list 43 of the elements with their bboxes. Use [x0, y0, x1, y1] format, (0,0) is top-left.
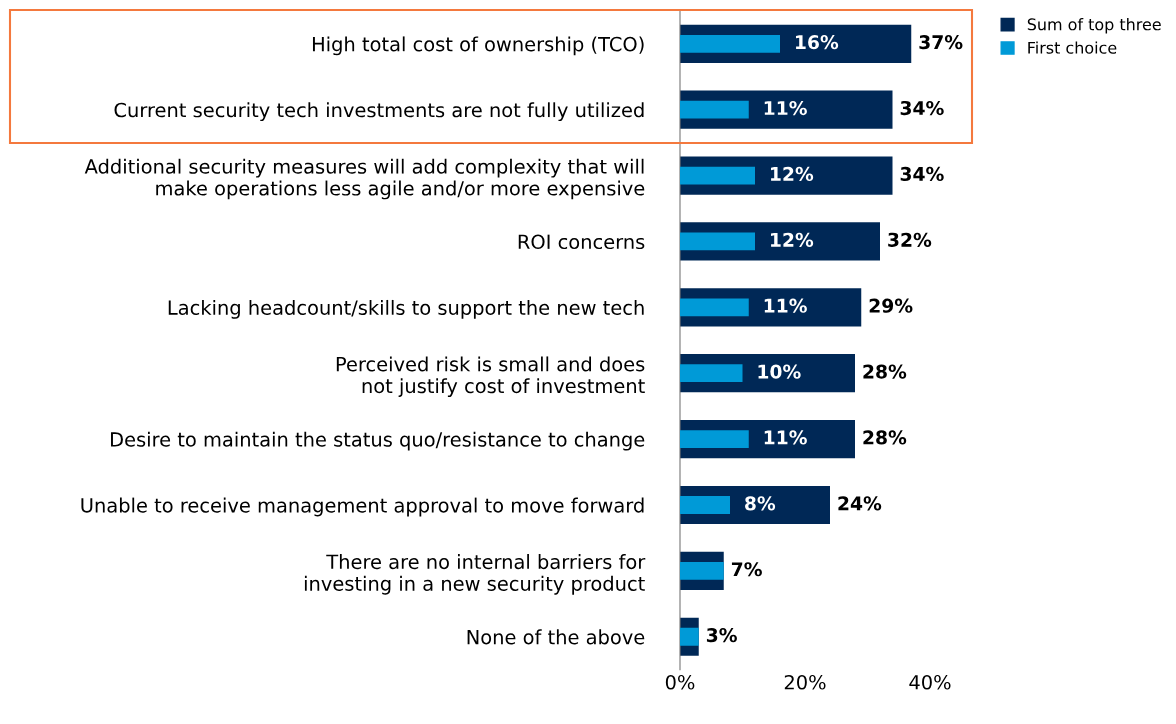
data-label: 11% — [764, 430, 807, 445]
y-tick-label: None of the above — [467, 629, 645, 645]
data-label: 28% — [863, 364, 907, 379]
y-tick-label: Lacking headcount/skills to support the new tech — [168, 299, 644, 319]
data-label: 12% — [771, 166, 814, 182]
y-tick-label: Additional security measures will add complexity that will make operations less agile and/or more expensive — [84, 158, 645, 200]
bar — [680, 232, 755, 251]
data-label: 16% — [796, 35, 839, 50]
y-tick-label: High total cost of ownership (TCO) — [312, 36, 644, 56]
data-label: 10% — [758, 364, 801, 379]
y-tick-label: Desire to maintain the status quo/resistance to change — [111, 431, 645, 451]
data-label: 37% — [919, 35, 963, 50]
legend-label: First choice — [1028, 41, 1117, 54]
bar — [680, 430, 749, 448]
data-label: 7% — [731, 562, 762, 577]
data-label: 11% — [764, 100, 807, 116]
data-label: 12% — [771, 232, 814, 247]
bar — [680, 364, 743, 383]
data-label: 24% — [838, 496, 882, 511]
y-tick-label: There are no internal barriers for investing in a new security product — [304, 554, 646, 595]
bar — [680, 298, 749, 317]
data-label: 34% — [900, 100, 944, 116]
bar — [680, 100, 749, 119]
data-label: 3% — [706, 628, 737, 643]
data-label: 34% — [900, 166, 944, 182]
y-tick-label: Current security tech investments are not fully utilized — [114, 102, 644, 122]
bar — [680, 561, 724, 580]
y-tick-label: Unable to receive management approval to move forward — [81, 497, 644, 517]
bar — [680, 34, 780, 53]
data-label: 11% — [764, 298, 807, 313]
y-tick-label: ROI concerns — [518, 234, 645, 250]
bar — [680, 627, 699, 646]
data-label: 29% — [869, 298, 913, 313]
x-tick-label: 40% — [909, 674, 951, 690]
data-label: 28% — [863, 430, 907, 445]
bar — [680, 496, 730, 514]
data-label: 32% — [888, 232, 932, 247]
data-label: 8% — [745, 496, 776, 511]
x-tick-label: 20% — [784, 674, 826, 690]
x-tick-label: 0% — [665, 674, 695, 690]
legend-label: Sum of top three — [1027, 17, 1161, 34]
bar — [680, 166, 755, 185]
y-tick-label: Perceived risk is small and does not justify cost of investment — [336, 356, 645, 398]
